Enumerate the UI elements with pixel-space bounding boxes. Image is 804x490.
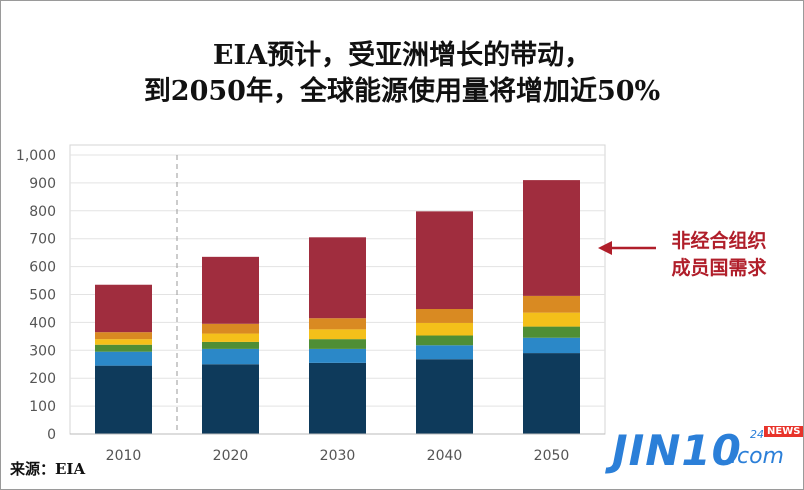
bar-segment — [416, 335, 473, 346]
bar-segment — [309, 339, 366, 349]
logo-main-text: JIN10 — [612, 426, 742, 475]
bar-segment — [95, 365, 152, 434]
non-oecd-annotation: 非经合组织 成员国需求 — [664, 228, 774, 282]
bar-segment — [95, 351, 152, 366]
bar-segment — [202, 256, 259, 324]
bar-segment — [416, 322, 473, 336]
y-tick-label: 100 — [29, 399, 56, 415]
logo-number: 24 — [750, 428, 764, 441]
title-line-1: EIA预计，受亚洲增长的带动， — [212, 40, 592, 71]
x-tick-label: 2050 — [534, 448, 570, 464]
bar-segment — [416, 345, 473, 360]
bar-segment — [309, 362, 366, 434]
logo-domain: .com — [730, 444, 784, 469]
y-tick-label: 300 — [29, 343, 56, 359]
y-tick-label: 800 — [29, 204, 56, 220]
y-tick-label: 200 — [29, 371, 56, 387]
bar-segment — [95, 344, 152, 352]
bar-segment — [202, 364, 259, 434]
y-tick-label: 400 — [29, 315, 56, 331]
bar-segment — [523, 353, 580, 434]
bar-segment — [202, 348, 259, 365]
bar-segment — [202, 333, 259, 342]
x-tick-label: 2030 — [320, 448, 356, 464]
title-line-2: 到2050年，全球能源使用量将增加近50% — [143, 76, 661, 107]
bar-segment — [416, 359, 473, 434]
x-tick-label: 2020 — [213, 448, 249, 464]
bar-segment — [309, 237, 366, 319]
bar-segment — [202, 323, 259, 334]
chart-title: EIA预计，受亚洲增长的带动， 到2050年，全球能源使用量将增加近50% — [0, 38, 804, 110]
bar-segment — [95, 284, 152, 333]
bar-segment — [523, 312, 580, 327]
bar-segment — [523, 295, 580, 313]
y-tick-label: 900 — [29, 176, 56, 192]
y-tick-label: 0 — [47, 427, 56, 443]
annotation-line-1: 非经合组织 — [671, 230, 767, 252]
bar-segment — [95, 339, 152, 345]
jin10-logo: JIN10 24 NEWS .com — [612, 424, 804, 480]
bar-segment — [309, 348, 366, 363]
bar-segment — [523, 337, 580, 354]
annotation-arrow-head — [598, 241, 612, 255]
y-tick-label: 1,000 — [16, 148, 56, 164]
bar-segment — [523, 180, 580, 296]
bar-segment — [416, 211, 473, 310]
y-tick-label: 500 — [29, 288, 56, 304]
annotation-line-2: 成员国需求 — [671, 257, 767, 279]
bar-segment — [309, 329, 366, 340]
x-tick-label: 2040 — [427, 448, 463, 464]
bar-segment — [523, 326, 580, 338]
bar-segment — [95, 332, 152, 340]
source-label: 来源：EIA — [10, 460, 86, 478]
y-tick-label: 700 — [29, 232, 56, 248]
bar-segment — [202, 341, 259, 349]
logo-news-badge: NEWS — [764, 426, 804, 437]
bar-segment — [416, 309, 473, 323]
y-tick-label: 600 — [29, 260, 56, 276]
bar-segment — [309, 318, 366, 330]
x-tick-label: 2010 — [106, 448, 142, 464]
